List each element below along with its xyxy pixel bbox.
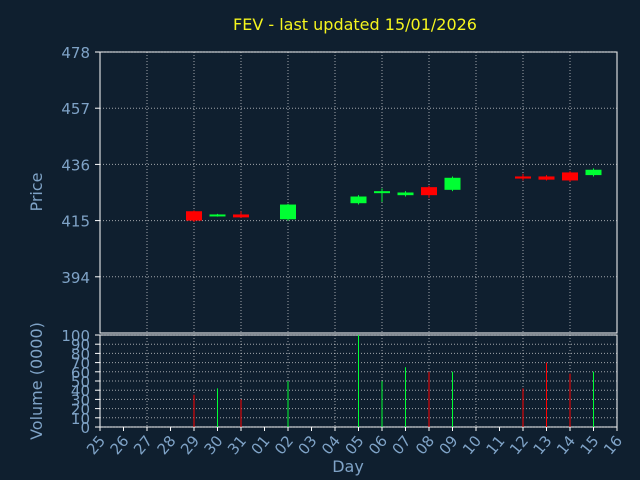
- candle-body: [209, 214, 226, 217]
- candle-15: [585, 168, 602, 177]
- x-tick-label: 05: [342, 432, 368, 458]
- volume-y-tick-label: 50: [71, 373, 90, 391]
- chart-title: FEV - last updated 15/01/2026: [233, 15, 477, 34]
- volume-y-tick-label: 100: [61, 327, 90, 345]
- candle-12: [515, 173, 531, 181]
- volume-y-tick-label: 30: [71, 391, 90, 409]
- volume-y-tick-label: 40: [71, 382, 90, 400]
- price-grid: [100, 51, 617, 333]
- x-tick-label: 09: [436, 432, 462, 458]
- x-tick-label: 10: [459, 432, 485, 458]
- price-y-tick-label: 394: [61, 269, 90, 287]
- volume-y-tick-label: 60: [71, 364, 90, 382]
- candle-09: [444, 176, 461, 192]
- candle-body: [421, 187, 437, 196]
- x-tick-label: 31: [224, 432, 250, 458]
- x-tick-label: 01: [248, 432, 274, 458]
- x-tick-label: 27: [130, 432, 156, 458]
- price-y-tick-label: 457: [61, 100, 90, 118]
- volume-y-tick-label: 10: [71, 410, 90, 428]
- price-plot-frame: [99, 51, 618, 334]
- x-tick-label: 16: [600, 432, 626, 458]
- x-tick-label: 02: [271, 432, 297, 458]
- candle-body: [515, 176, 531, 179]
- x-tick-label: 11: [483, 432, 509, 458]
- x-tick-label: 03: [295, 432, 321, 458]
- candle-body: [233, 214, 249, 218]
- x-tick-label: 13: [530, 432, 556, 458]
- volume-y-tick-label: 20: [71, 401, 90, 419]
- candle-05: [350, 195, 367, 205]
- candle-30: [209, 213, 226, 217]
- price-y-axis-label: Price: [27, 172, 46, 211]
- candle-07: [397, 191, 414, 197]
- volume-bar-series: [193, 335, 594, 427]
- price-y-tick-labels: 394 415 436 457 478: [61, 44, 100, 287]
- x-tick-label: 28: [154, 432, 180, 458]
- candle-14: [562, 171, 578, 182]
- candle-02: [280, 203, 296, 221]
- x-tick-label: 06: [365, 432, 391, 458]
- candle-body: [350, 196, 367, 204]
- candle-06: [374, 188, 390, 202]
- x-axis-label: Day: [332, 457, 364, 476]
- candle-29: [186, 210, 202, 222]
- x-tick-labels: 2526272829303101020304050607080910111213…: [83, 427, 626, 458]
- volume-y-tick-label: 80: [71, 345, 90, 363]
- x-tick-label: 07: [389, 432, 415, 458]
- x-tick-label: 12: [506, 432, 532, 458]
- volume-y-tick-label: 70: [71, 355, 90, 373]
- candle-body: [280, 204, 296, 220]
- candle-body: [186, 211, 202, 221]
- volume-y-tick-label: 90: [71, 336, 90, 354]
- price-panel: 394 415 436 457 478 Price: [27, 44, 618, 334]
- candle-body: [585, 169, 602, 176]
- x-tick-label: 26: [107, 432, 133, 458]
- candle-body: [397, 192, 414, 196]
- candle-31: [233, 211, 249, 218]
- x-tick-label: 04: [318, 432, 344, 458]
- candle-body: [374, 191, 390, 194]
- candle-body: [538, 176, 555, 180]
- candle-body: [444, 177, 461, 190]
- volume-y-axis-label: Volume (0000): [27, 322, 46, 440]
- candle-body: [562, 172, 578, 181]
- price-y-tick-label: 415: [61, 213, 90, 231]
- candle-13: [538, 175, 555, 181]
- x-tick-label: 14: [553, 432, 579, 458]
- price-y-tick-label: 478: [61, 44, 90, 62]
- candlestick-series: [186, 168, 602, 222]
- price-y-tick-label: 436: [61, 156, 90, 174]
- candle-08: [421, 185, 437, 198]
- volume-y-tick-label: 0: [80, 419, 90, 437]
- x-tick-label: 29: [177, 432, 203, 458]
- x-tick-label: 30: [201, 432, 227, 458]
- x-tick-label: 08: [412, 432, 438, 458]
- x-tick-label: 15: [577, 432, 603, 458]
